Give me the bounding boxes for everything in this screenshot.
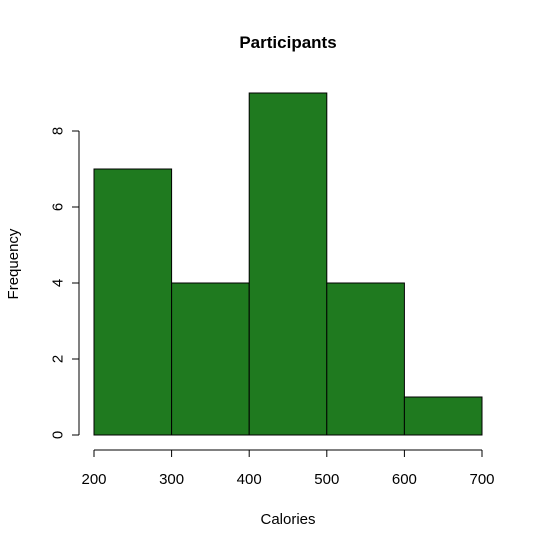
x-tick-label: 400: [237, 471, 262, 488]
y-tick-label: 0: [50, 431, 67, 439]
chart-title: Participants: [239, 33, 336, 52]
y-tick-label: 4: [50, 279, 67, 287]
y-tick-label: 2: [50, 355, 67, 363]
y-axis: 0 2 4 6 8: [50, 127, 80, 439]
x-axis-label: Calories: [260, 511, 315, 528]
histogram-bar: [403, 396, 483, 436]
x-tick-label: 600: [392, 471, 417, 488]
x-tick-label: 200: [81, 471, 106, 488]
histogram-bar: [93, 168, 173, 436]
histogram-bar: [326, 282, 405, 436]
x-tick-label: 500: [314, 471, 339, 488]
x-tick-label: 300: [159, 471, 184, 488]
y-tick-label: 6: [50, 203, 67, 211]
bars-group: [93, 92, 483, 436]
y-tick-label: 8: [50, 127, 67, 135]
histogram-bar: [248, 92, 328, 436]
x-tick-label: 700: [469, 471, 494, 488]
y-axis-label: Frequency: [5, 228, 22, 299]
histogram-bar: [171, 282, 250, 436]
x-axis: 200 300 400 500 600 700: [81, 449, 495, 488]
